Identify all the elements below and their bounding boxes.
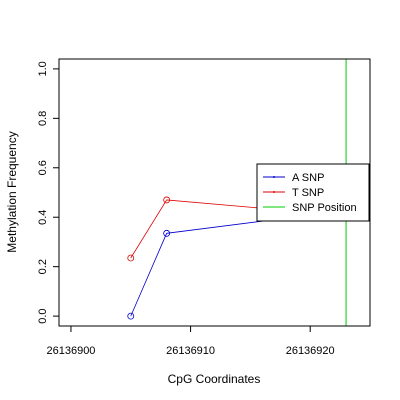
a-snp-point [163,229,171,237]
x-axis-title: CpG Coordinates [168,372,261,386]
legend: A SNP T SNP SNP Position [256,163,370,222]
y-tick-label: 0.2 [37,259,49,274]
a-snp-point [127,312,135,320]
x-tick-label: 26136910 [166,345,215,357]
t-snp-point [163,196,171,204]
legend-label: SNP Position [292,202,357,214]
x-tick-label: 26136900 [46,345,95,357]
y-axis: 0.0 0.2 0.4 0.6 0.8 1.0 [37,61,60,324]
a-snp-line [130,213,323,317]
legend-marker [273,191,275,193]
x-tick-label: 26136920 [286,345,335,357]
x-axis: 26136900 26136910 26136920 [46,325,335,357]
y-tick-label: 0.4 [37,210,49,225]
y-tick-label: 0.8 [37,111,49,126]
y-axis-title: Methylation Frequency [5,131,19,252]
plot-frame [58,58,371,327]
legend-label: A SNP [292,172,324,184]
legend-marker [273,176,275,178]
y-tick-label: 1.0 [37,61,49,76]
t-snp-point [127,254,135,262]
y-tick-label: 0.6 [37,160,49,175]
legend-label: T SNP [292,187,324,199]
y-tick-label: 0.0 [37,308,49,323]
